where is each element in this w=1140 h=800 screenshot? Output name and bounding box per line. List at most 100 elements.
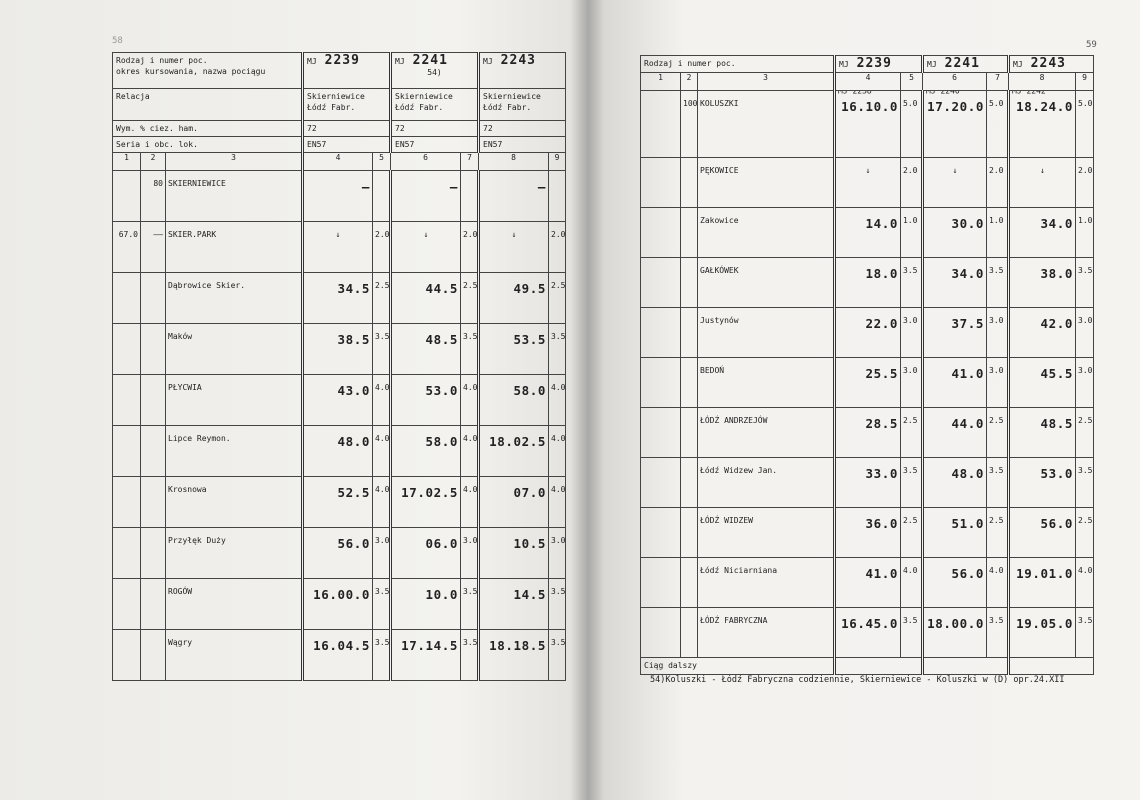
cell: 3.02.8 [986,357,1010,408]
cell: Rodzaj i numer poc. okres kursowania, naz… [112,52,303,89]
station-row: ŁÓDŹ ANDRZEJÓW11.1po p H28.529.52.52.344… [640,407,1095,458]
cell: SKIERNIEWICE65.9R2 H S [165,170,303,222]
column-number: 3 [231,153,236,163]
cell: ROGÓW95.7R2 H S [165,578,303,630]
cell: 2 [680,72,698,91]
train-number: 2239 [324,53,360,68]
row-value: EN57 [395,140,415,149]
train-heading: MJ 2239 [839,57,918,70]
dwell: 3.5 [903,466,918,475]
time: 41.0 [951,366,985,381]
station-name: Łódź Niciarniana [700,566,778,575]
dwell: 1.0 [1078,216,1093,225]
column-number: 1 [124,153,129,163]
station-name: ŁÓDŹ ANDRZEJÓW [700,416,768,425]
time: 10.0 [425,587,459,602]
cell: 17.14.517.15.0 [389,629,462,681]
column-number: 6 [423,153,428,163]
dwell: 2.0 [463,230,478,239]
dwell: 4.0 [375,383,390,392]
cell: 34.034.5 [921,257,988,308]
station-name: Krosnowa [168,485,207,494]
time: 16.04.5 [313,638,370,653]
cell: BEDOŃ13.0po p H [697,357,835,408]
cell [140,629,166,681]
station-row: Przyłęk Duży92.3p56.056.53.02.706.006.53… [112,527,567,579]
time: 41.0 [865,566,898,581]
time: 38.0 [1040,266,1074,281]
train-number: 2241 [944,56,980,71]
cell: 4.03.9 [548,425,567,477]
cell: 48.549.5 [1007,407,1077,458]
cell [112,527,141,579]
cell: 06.006.5 [389,527,462,579]
pass-arrow: ↓ [952,166,958,175]
cell: 5.04.5 [1075,90,1095,158]
cell: 2.02.0 [1075,157,1095,208]
pass-arrow: ↓ [865,166,871,175]
dwell: 3.5 [463,638,478,647]
station-name: Zakowice [700,216,739,225]
station-name: Przyłęk Duży [168,536,226,545]
cell [640,507,681,558]
station-name: KOLUSZKI [700,99,739,108]
cell: Rodzaj i numer poc. [640,55,835,73]
cell [140,425,166,477]
cell: 1.01.0 [899,207,924,258]
time: — [361,179,370,194]
time: 44.0 [951,416,985,431]
dwell: 3.5 [551,332,566,341]
pass-arrow: ↓ [423,230,429,239]
cell: 25.526.0 [833,357,901,408]
cell: 2 [140,152,166,171]
cell: 3.53.1 [371,578,392,630]
cell [680,407,698,458]
column-number: 5 [909,73,914,83]
cell: PŁYCWIA80.1R2 H S [165,374,303,426]
cell: SKIER.PARK67.6podg R2 H S [165,221,303,273]
station-row: Zakowice23.5p14.014.51.01.030.030.51.01.… [640,207,1095,258]
station-name: ŁÓDŹ FABRYCZNA [700,616,768,625]
cell: 56.056.5 [301,527,373,579]
time: 33.0 [865,466,898,481]
train-prefix: MJ [839,60,849,69]
dwell: 5.0 [1078,99,1093,108]
connecting-train: MJ 2242 [1012,90,1046,96]
time: 36.0 [865,516,898,531]
cell: 2.52.5 [460,272,480,324]
cell: 3 [697,72,835,91]
cell: Ciąg dalszy [640,657,835,675]
time: 18.0 [865,266,898,281]
dwell: 5.0 [989,99,1004,108]
cell: 52.553.0 [301,476,373,528]
cell [680,357,698,408]
cell: 16.04.516.05.0 [301,629,373,681]
cell: 16.10.0MJ 223816.11.0 [833,90,901,158]
dwell: 2.5 [1078,416,1093,425]
timetable: Rodzaj i numer poc. okres kursowania, naz… [112,52,567,681]
cell: 17.02.517.03.0 [389,476,462,528]
cell: 44.044.5 [921,407,988,458]
cell [112,476,141,528]
station-row: 80SKIERNIEWICE65.9R2 H S—15.30.0 —16.40.0… [112,170,567,222]
cell: 3.53.5 [548,323,567,375]
dwell: 2.5 [375,281,390,290]
cell: 8 [1008,72,1077,91]
dwell: 4.0 [1078,566,1093,575]
cell: 58.058.5 [477,374,550,426]
cell: —15.30.0 [301,170,373,222]
station-name: Łódź Widzew Jan. [700,466,778,475]
station-name: GAŁKÓWEK [700,266,739,275]
cell: 19.05.0— [1007,607,1077,658]
cell [640,607,681,658]
time: 58.0 [425,434,459,449]
dwell: 4.0 [463,485,478,494]
header-title: Rodzaj i numer poc. [642,57,834,72]
row-value: EN57 [483,140,503,149]
station-name: Dąbrowice Skier. [168,281,246,290]
cell: 100 [680,90,698,158]
time: 53.5 [513,332,547,347]
cell: 3 [165,152,303,171]
time: 07.0 [513,485,547,500]
cell [112,425,141,477]
